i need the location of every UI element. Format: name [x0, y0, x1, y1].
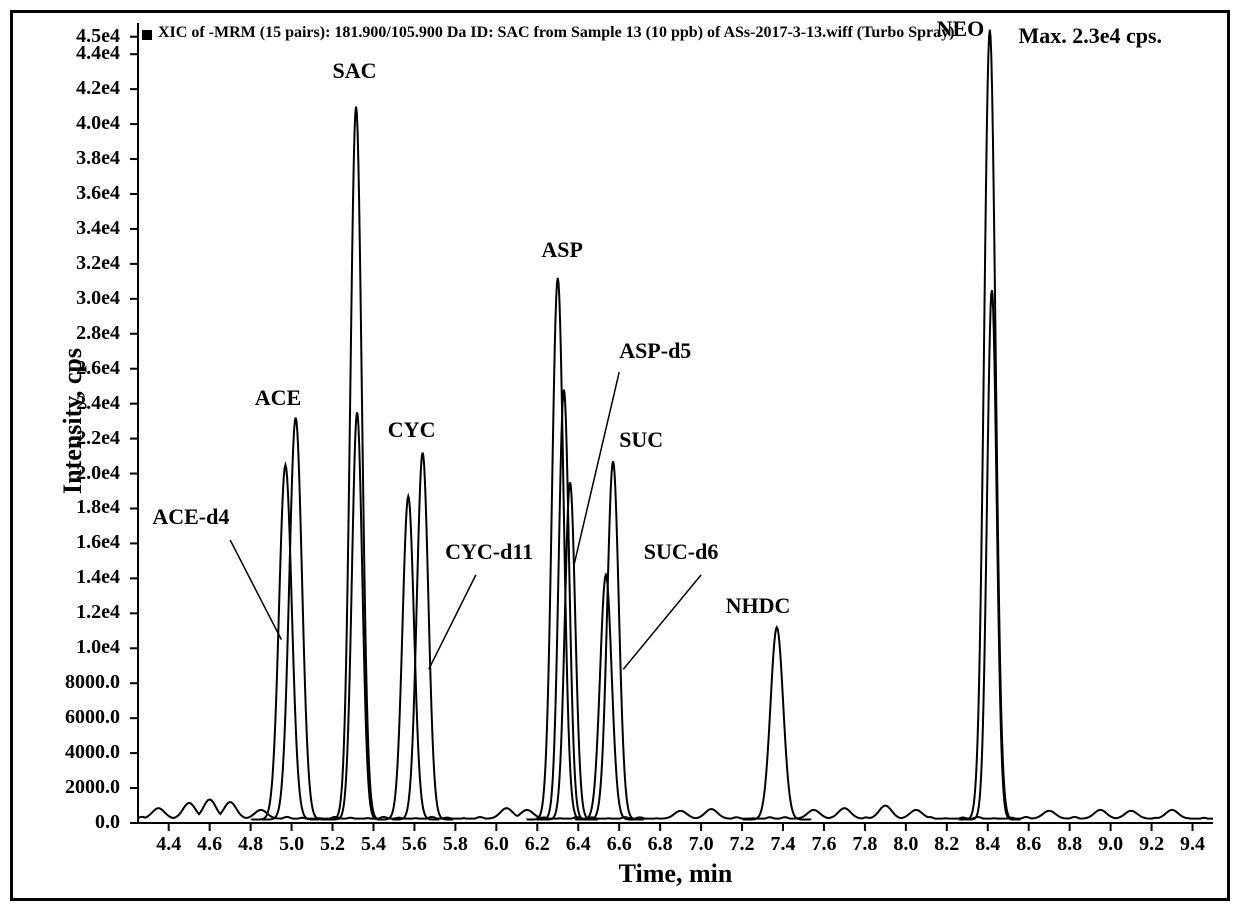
y-tick-label: 6000.0: [30, 706, 120, 729]
peak-label-asp-d5: ASP-d5: [619, 338, 691, 364]
chromatogram-svg: [13, 13, 1233, 904]
peak-label-cyc: CYC: [388, 417, 436, 443]
y-tick-label: 4.2e4: [30, 77, 120, 100]
y-tick-label: 3.4e4: [30, 217, 120, 240]
peak-label-nhdc: NHDC: [726, 593, 791, 619]
peak-label-ace-d4: ACE-d4: [152, 504, 229, 530]
y-tick-label: 8000.0: [30, 671, 120, 694]
y-tick-label: 1.2e4: [30, 601, 120, 624]
plot-container: [13, 13, 1227, 898]
header-text: XIC of -MRM (15 pairs): 181.900/105.900 …: [158, 24, 954, 42]
y-tick-label: 3.0e4: [30, 287, 120, 310]
y-tick-label: 1.6e4: [30, 531, 120, 554]
peak-label-sac: SAC: [333, 58, 377, 84]
max-intensity-label: Max. 2.3e4 cps.: [1018, 23, 1162, 49]
peak-label-cyc-d11: CYC-d11: [445, 539, 533, 565]
x-tick-label: 9.4: [1169, 833, 1217, 856]
x-axis-title: Time, min: [576, 859, 776, 889]
y-tick-label: 3.2e4: [30, 252, 120, 275]
peak-label-suc: SUC: [619, 427, 663, 453]
y-tick-label: 1.4e4: [30, 566, 120, 589]
y-tick-label: 4.0e4: [30, 112, 120, 135]
peak-label-asp: ASP: [541, 237, 583, 263]
legend-square-icon: [142, 30, 152, 40]
y-tick-label: 4.5e4: [30, 25, 120, 48]
y-tick-label: 3.6e4: [30, 182, 120, 205]
peak-label-ace: ACE: [255, 385, 301, 411]
y-tick-label: 3.8e4: [30, 147, 120, 170]
peak-label-neo: NEO: [937, 16, 985, 42]
y-axis-title: Intensity, cps: [58, 321, 88, 521]
peak-label-suc-d6: SUC-d6: [644, 539, 719, 565]
y-tick-label: 1.0e4: [30, 636, 120, 659]
y-tick-label: 0.0: [30, 811, 120, 834]
y-tick-label: 2000.0: [30, 776, 120, 799]
chart-frame: 0.0 2000.0 4000.0 6000.0 8000.0 1.0e4 1.2e4 1.4…: [10, 10, 1230, 901]
y-tick-label: 4000.0: [30, 741, 120, 764]
